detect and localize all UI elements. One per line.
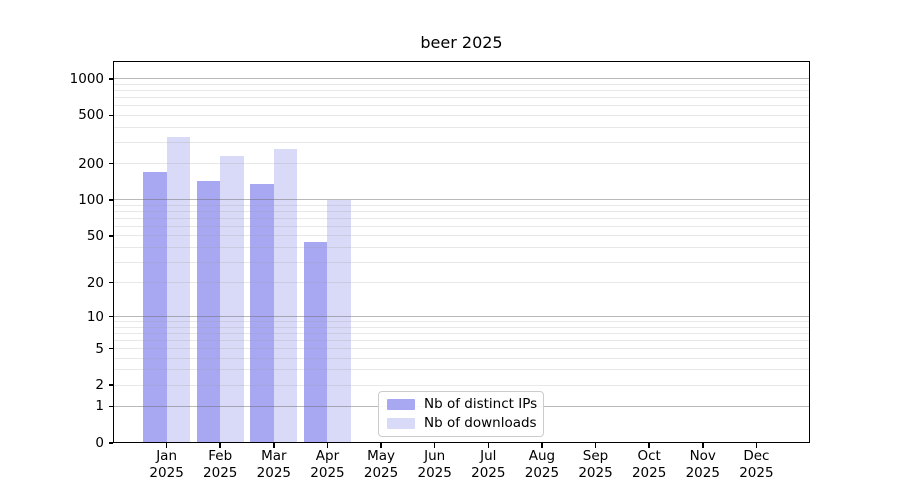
minor-gridline bbox=[113, 246, 810, 248]
x-tick-mark bbox=[487, 443, 490, 448]
bar-downloads-apr bbox=[327, 199, 351, 443]
y-tick-label: 10 bbox=[86, 308, 104, 325]
y-tick-mark bbox=[109, 234, 113, 237]
y-tick-label: 1 bbox=[95, 398, 104, 415]
x-tick-label-dec: Dec 2025 bbox=[739, 448, 774, 481]
x-tick-label-jul: Jul 2025 bbox=[471, 448, 506, 481]
major-gridline bbox=[113, 316, 810, 318]
y-tick-mark bbox=[109, 162, 113, 165]
minor-gridline bbox=[113, 217, 810, 219]
bar-distinct-ips-apr bbox=[304, 242, 328, 443]
minor-gridline bbox=[113, 261, 810, 263]
bar-distinct-ips-jan bbox=[143, 172, 167, 443]
minor-gridline bbox=[113, 210, 810, 212]
minor-gridline bbox=[113, 141, 810, 143]
legend-swatch-downloads bbox=[387, 417, 415, 429]
minor-gridline bbox=[113, 235, 810, 237]
minor-gridline bbox=[113, 357, 810, 359]
x-tick-label-may: May 2025 bbox=[363, 448, 399, 481]
bar-downloads-jan bbox=[166, 137, 190, 443]
y-tick-mark bbox=[109, 315, 113, 318]
minor-gridline bbox=[113, 282, 810, 284]
minor-gridline bbox=[113, 326, 810, 328]
x-tick-mark bbox=[755, 443, 758, 448]
y-tick-mark bbox=[109, 384, 113, 386]
x-tick-mark bbox=[594, 443, 597, 448]
x-tick-mark bbox=[541, 443, 543, 448]
y-tick-label: 500 bbox=[78, 107, 104, 124]
minor-gridline bbox=[113, 384, 810, 386]
y-tick-mark bbox=[109, 405, 113, 408]
y-tick-mark bbox=[109, 347, 113, 350]
x-tick-label-aug: Aug 2025 bbox=[524, 448, 560, 481]
x-tick-mark bbox=[380, 443, 382, 448]
y-tick-label: 2 bbox=[95, 377, 104, 394]
y-tick-mark bbox=[109, 281, 113, 284]
minor-gridline bbox=[113, 83, 810, 85]
bar-downloads-mar bbox=[273, 149, 298, 443]
y-tick-mark bbox=[109, 442, 113, 444]
x-tick-label-oct: Oct 2025 bbox=[631, 448, 667, 481]
chart-title: beer 2025 bbox=[420, 33, 503, 52]
x-tick-label-sep: Sep 2025 bbox=[578, 448, 613, 481]
minor-gridline bbox=[113, 114, 810, 116]
bar-distinct-ips-mar bbox=[250, 184, 274, 443]
legend-label-distinct-ips: Nb of distinct IPs bbox=[424, 396, 538, 413]
x-tick-mark bbox=[701, 443, 704, 448]
bar-downloads-feb bbox=[220, 155, 244, 443]
x-tick-mark bbox=[165, 443, 168, 448]
minor-gridline bbox=[113, 105, 810, 107]
x-tick-label-apr: Apr 2025 bbox=[310, 448, 345, 481]
minor-gridline bbox=[113, 348, 810, 350]
y-tick-mark bbox=[109, 198, 113, 201]
x-tick-mark bbox=[326, 443, 329, 448]
y-tick-label: 1000 bbox=[69, 70, 104, 87]
legend: Nb of distinct IPs Nb of downloads bbox=[378, 391, 544, 437]
bar-distinct-ips-feb bbox=[196, 180, 221, 443]
major-gridline bbox=[113, 199, 810, 201]
major-gridline bbox=[113, 78, 810, 80]
minor-gridline bbox=[113, 204, 810, 206]
y-tick-label: 100 bbox=[78, 191, 104, 208]
x-tick-label-nov: Nov 2025 bbox=[685, 448, 720, 481]
minor-gridline bbox=[113, 225, 810, 227]
y-tick-mark bbox=[109, 114, 113, 117]
y-tick-label: 200 bbox=[78, 155, 104, 172]
x-tick-label-mar: Mar 2025 bbox=[256, 448, 292, 481]
minor-gridline bbox=[113, 97, 810, 99]
minor-gridline bbox=[113, 90, 810, 92]
x-tick-label-jan: Jan 2025 bbox=[149, 448, 184, 481]
legend-label-downloads: Nb of downloads bbox=[424, 414, 537, 431]
y-tick-label: 50 bbox=[86, 227, 104, 244]
y-tick-label: 20 bbox=[86, 274, 104, 291]
x-tick-mark bbox=[273, 443, 275, 448]
legend-item-distinct-ips: Nb of distinct IPs bbox=[387, 396, 538, 413]
minor-gridline bbox=[113, 369, 810, 371]
legend-item-downloads: Nb of downloads bbox=[387, 414, 537, 431]
x-tick-label-feb: Feb 2025 bbox=[203, 448, 238, 481]
y-tick-mark bbox=[109, 78, 113, 80]
minor-gridline bbox=[113, 339, 810, 341]
x-tick-mark bbox=[433, 443, 436, 448]
minor-gridline bbox=[113, 321, 810, 323]
minor-gridline bbox=[113, 126, 810, 128]
minor-gridline bbox=[113, 163, 810, 164]
minor-gridline bbox=[113, 332, 810, 334]
plot-area bbox=[113, 61, 810, 443]
y-tick-label: 0 bbox=[95, 435, 104, 451]
legend-swatch-distinct-ips bbox=[387, 399, 415, 411]
x-tick-mark bbox=[648, 443, 650, 448]
y-tick-label: 5 bbox=[95, 340, 104, 357]
x-tick-mark bbox=[219, 443, 222, 448]
x-tick-label-jun: Jun 2025 bbox=[417, 448, 452, 481]
